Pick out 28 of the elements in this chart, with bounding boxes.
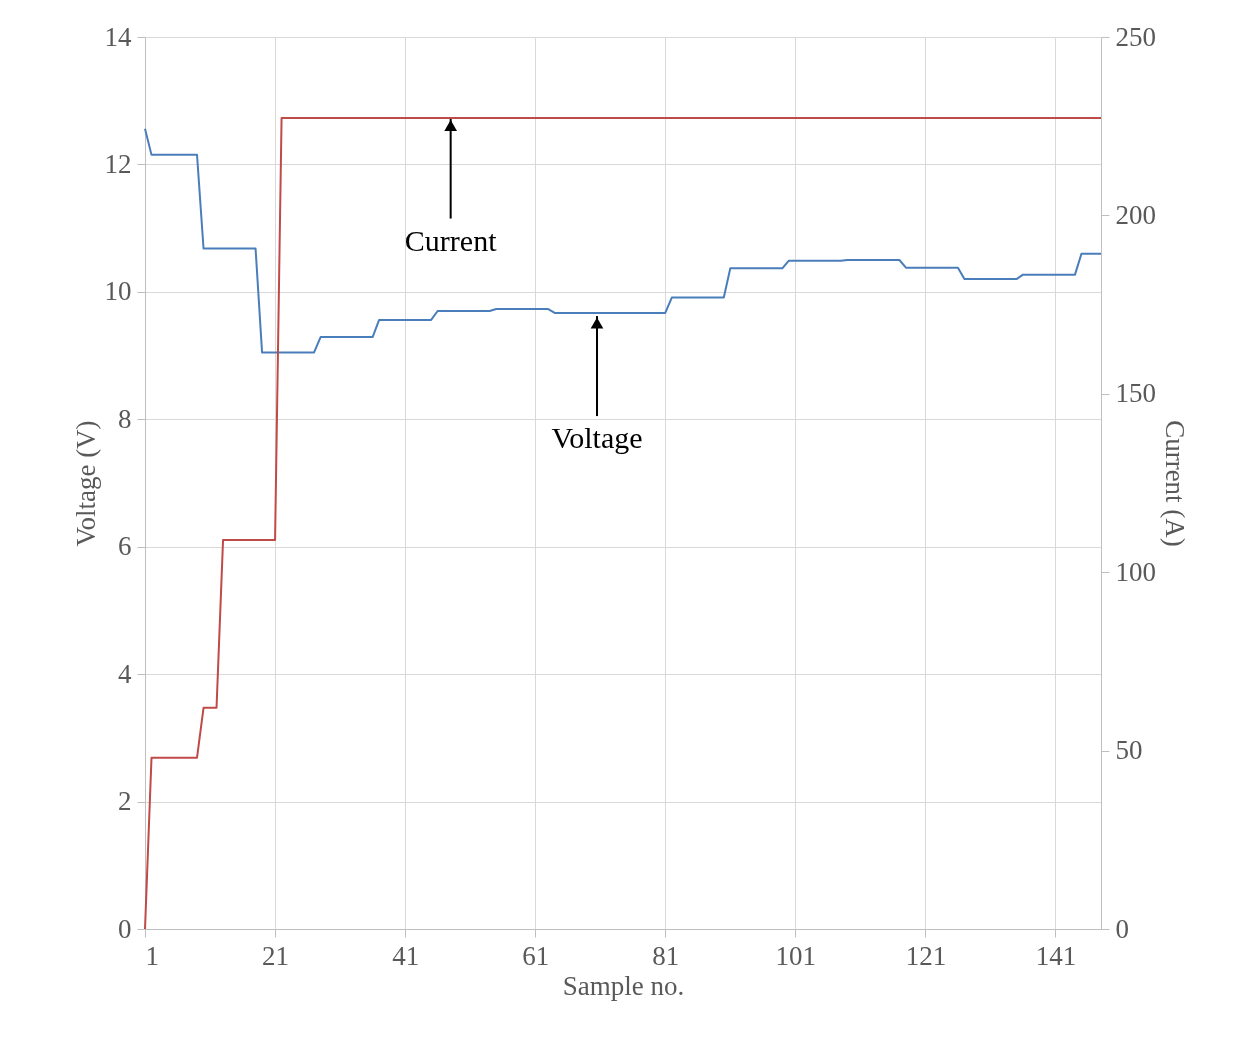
y-tick-label: 14 — [104, 21, 132, 52]
y2-tick-label: 0 — [1115, 913, 1129, 944]
x-tick-label: 41 — [392, 940, 420, 971]
annotation: Current — [404, 223, 498, 257]
y-tick-label: 8 — [118, 403, 132, 434]
line-series — [144, 127, 1102, 354]
x-tick-label: 61 — [522, 940, 550, 971]
y2-tick-label: 150 — [1115, 378, 1156, 409]
y-tick-label: 2 — [118, 786, 132, 817]
y-axis-title: Voltage (V) — [70, 420, 101, 547]
x-tick-label: 141 — [1035, 940, 1077, 971]
x-tick-label: 81 — [652, 940, 680, 971]
x-tick-label: 1 — [145, 940, 159, 971]
x-tick-label: 101 — [775, 940, 817, 971]
y-tick-label: 6 — [118, 531, 132, 562]
y-tick-label: 4 — [118, 658, 132, 689]
y2-tick-label: 50 — [1115, 735, 1143, 766]
y2-tick-label: 250 — [1115, 21, 1156, 52]
y2-tick-label: 100 — [1115, 556, 1156, 587]
y2-tick-label: 200 — [1115, 199, 1156, 230]
y-tick-label: 10 — [104, 276, 132, 307]
x-axis-title: Sample no. — [562, 970, 685, 1001]
y2-axis-title: Current (A) — [1160, 420, 1190, 547]
annotation: Voltage — [551, 421, 643, 455]
x-tick-label: 121 — [905, 940, 947, 971]
y-tick-label: 12 — [104, 148, 132, 179]
x-tick-label: 21 — [262, 940, 290, 971]
y-tick-label: 0 — [118, 913, 132, 944]
